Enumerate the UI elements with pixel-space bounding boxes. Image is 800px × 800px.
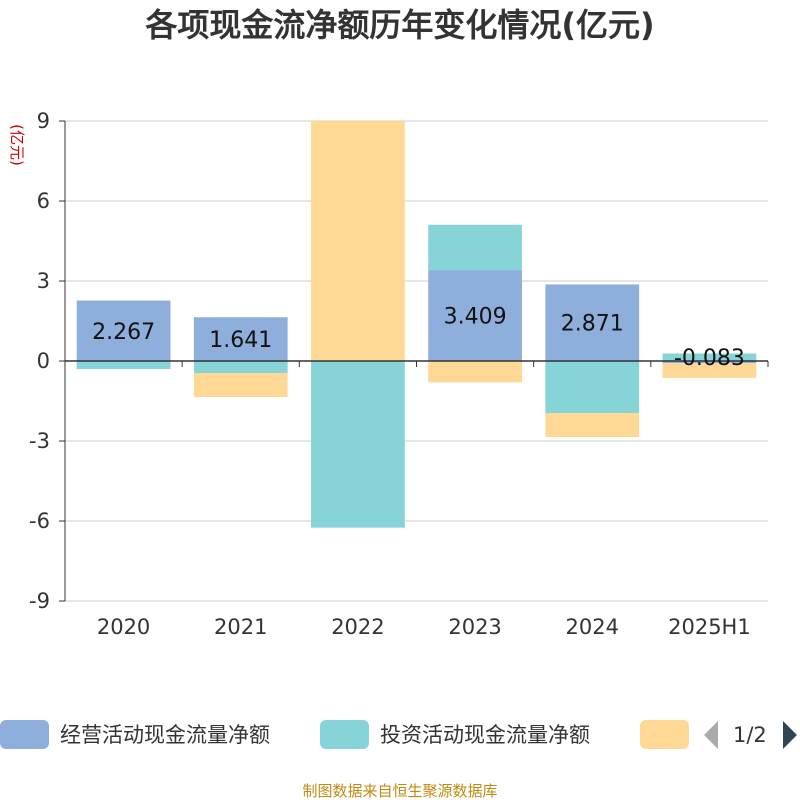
x-tick-label: 2020: [97, 615, 150, 639]
gridlines: [65, 120, 768, 602]
y-tick-label: 3: [37, 269, 50, 293]
data-labels: 2.267 1.641 3.409 2.871 -0.083: [92, 305, 745, 371]
x-tick-label: 2025H1: [668, 615, 751, 639]
bar-series-2-2020[interactable]: [76, 361, 171, 369]
bar-series-1-2025H1[interactable]: [662, 361, 757, 364]
y-tick-label: -6: [29, 509, 50, 533]
y-tick-label: 9: [37, 109, 50, 133]
legend-label: 投资活动现金流量净额: [380, 723, 590, 747]
bar-series-1-2021[interactable]: [193, 317, 288, 361]
legend-item-2[interactable]: 投资活动现金流量净额: [320, 720, 590, 749]
source-note: 制图数据来自恒生聚源数据库: [302, 782, 497, 800]
bar-series-1-2023[interactable]: [428, 270, 522, 361]
legend-prev-icon[interactable]: [704, 721, 718, 749]
bar-series-3-2025H1[interactable]: [662, 363, 757, 378]
bar-series-2-2022[interactable]: [311, 361, 405, 528]
x-tick-label: 2023: [448, 615, 501, 639]
bar-series-3-2024[interactable]: [545, 413, 640, 437]
bar-series-2-2023[interactable]: [428, 224, 522, 271]
data-label: 2.267: [92, 320, 155, 345]
legend-swatch: [640, 720, 689, 749]
data-label: 1.641: [209, 328, 272, 353]
legend-item-1[interactable]: 经营活动现金流量净额: [0, 720, 270, 749]
y-axis-unit: (亿元): [8, 124, 26, 166]
legend-label: 经营活动现金流量净额: [60, 723, 270, 747]
bar-series-1-2020[interactable]: [76, 300, 171, 361]
bar-series-3-2023[interactable]: [428, 361, 522, 383]
x-tick-label: 2024: [566, 615, 619, 639]
chart-title: 各项现金流净额历年变化情况(亿元): [145, 6, 654, 44]
y-tick-label: 6: [37, 189, 50, 213]
data-label: 2.871: [561, 312, 624, 337]
data-label: -0.083: [674, 346, 745, 371]
legend-pager: 1/2: [704, 721, 797, 749]
y-tick-label: 0: [37, 349, 50, 373]
bar-series-2-2024[interactable]: [545, 361, 640, 413]
y-tick-label: -9: [29, 589, 50, 613]
bar-series-1-2024[interactable]: [545, 284, 640, 361]
y-tick-label: -3: [29, 429, 50, 453]
legend: 经营活动现金流量净额 投资活动现金流量净额: [0, 720, 689, 749]
bar-series-2-2025H1[interactable]: [662, 353, 757, 361]
data-label: 3.409: [444, 305, 507, 330]
axes: 9 6 3 0 -3 -6 -9 2020 2021 2022 2023 2024 2025H1: [29, 109, 769, 639]
x-tick-label: 2022: [331, 615, 384, 639]
bar-series-3-2021[interactable]: [193, 373, 288, 397]
legend-swatch: [320, 720, 369, 749]
legend-next-icon[interactable]: [783, 721, 797, 749]
bar-series-2-2021[interactable]: [193, 361, 288, 373]
legend-swatch: [0, 720, 49, 749]
bar-series-3-2022[interactable]: [311, 121, 405, 361]
bars: [76, 121, 757, 528]
x-tick-label: 2021: [214, 615, 267, 639]
legend-page-indicator: 1/2: [733, 723, 767, 747]
legend-item-3[interactable]: [640, 720, 689, 749]
